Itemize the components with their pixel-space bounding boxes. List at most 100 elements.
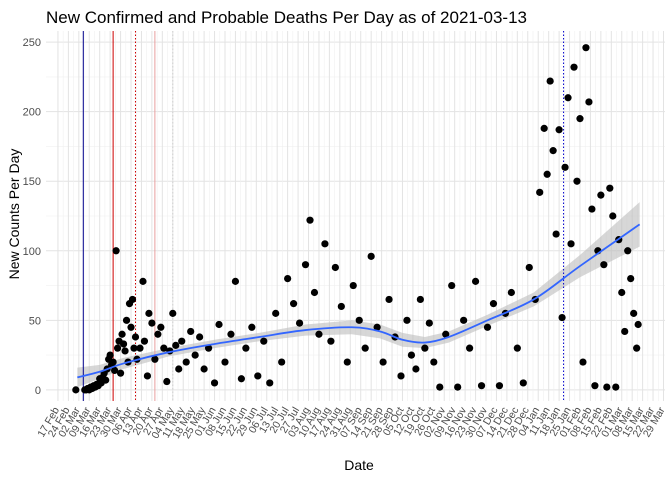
data-point [145, 309, 153, 317]
data-point [221, 358, 229, 366]
data-point [131, 333, 140, 341]
data-point [600, 261, 608, 269]
data-point [327, 337, 335, 345]
data-points [72, 44, 642, 394]
data-point [210, 379, 219, 387]
data-point [237, 375, 245, 383]
data-point [519, 379, 527, 387]
data-point [621, 327, 629, 336]
y-tick-label: 250 [23, 37, 41, 49]
data-point [567, 240, 575, 248]
data-point [397, 372, 405, 380]
data-point [143, 372, 152, 380]
data-point [337, 302, 345, 311]
data-point [151, 355, 159, 363]
data-point [633, 344, 641, 352]
data-point [343, 358, 351, 366]
data-point [272, 309, 280, 317]
trend-line-path [77, 223, 641, 379]
data-point [163, 377, 171, 386]
data-point [483, 323, 492, 331]
x-axis-title: Date [344, 457, 374, 473]
data-point [477, 382, 486, 390]
data-point [579, 358, 587, 366]
data-point [624, 247, 632, 255]
data-point [585, 98, 593, 106]
data-point [570, 63, 578, 71]
data-point [471, 277, 480, 285]
data-point [507, 288, 515, 297]
data-point [175, 365, 183, 373]
data-point [573, 177, 581, 185]
data-point [139, 277, 147, 285]
data-point [331, 263, 339, 272]
data-point [582, 44, 590, 52]
data-point [242, 344, 250, 352]
data-point [606, 184, 614, 192]
data-point [128, 295, 137, 304]
data-point [182, 358, 190, 366]
data-point [430, 358, 438, 366]
data-point [436, 383, 444, 391]
data-point [248, 323, 256, 331]
data-point [178, 337, 186, 345]
data-point [379, 358, 387, 366]
y-tick-label: 150 [23, 176, 41, 188]
data-point [148, 319, 156, 327]
grid-lines [46, 31, 665, 401]
data-point [603, 383, 611, 391]
data-point [111, 366, 119, 374]
data-point [630, 309, 638, 317]
data-point [367, 252, 375, 260]
data-point [136, 344, 144, 352]
data-point [169, 309, 177, 317]
data-point [448, 281, 456, 290]
data-point [546, 77, 554, 85]
data-point [454, 383, 462, 391]
data-point [373, 323, 381, 331]
trend-line [77, 223, 641, 379]
data-point [301, 261, 310, 269]
data-point [278, 358, 286, 366]
data-point [495, 382, 504, 390]
data-point [295, 319, 304, 327]
data-point [109, 358, 117, 366]
data-point [349, 281, 357, 290]
data-point [576, 115, 584, 123]
data-point [407, 351, 416, 359]
y-tick-label: 0 [35, 385, 41, 397]
data-point [525, 263, 533, 272]
data-point [588, 205, 596, 213]
confidence-band [77, 202, 640, 388]
data-point [564, 94, 572, 102]
data-point [460, 316, 468, 324]
data-point [122, 316, 131, 324]
data-point [130, 344, 138, 352]
data-point [119, 340, 128, 348]
data-point [536, 188, 544, 196]
data-point [112, 247, 120, 255]
data-point [627, 274, 635, 283]
data-point [558, 313, 566, 322]
data-point [416, 295, 424, 304]
data-point [121, 347, 129, 355]
data-point [260, 337, 268, 345]
data-point [196, 333, 204, 341]
data-point [597, 191, 605, 199]
data-point [634, 320, 642, 329]
data-point [412, 365, 420, 373]
chart-title: New Confirmed and Probable Deaths Per Da… [46, 8, 527, 27]
data-point [612, 383, 620, 391]
data-point [118, 330, 126, 338]
y-tick-label: 50 [29, 315, 41, 327]
data-point [403, 316, 411, 324]
data-point [191, 351, 199, 359]
data-point [306, 216, 314, 224]
data-point [204, 344, 213, 352]
data-point [284, 274, 292, 283]
data-point [385, 295, 393, 304]
data-point [113, 344, 122, 352]
data-point [425, 319, 433, 327]
